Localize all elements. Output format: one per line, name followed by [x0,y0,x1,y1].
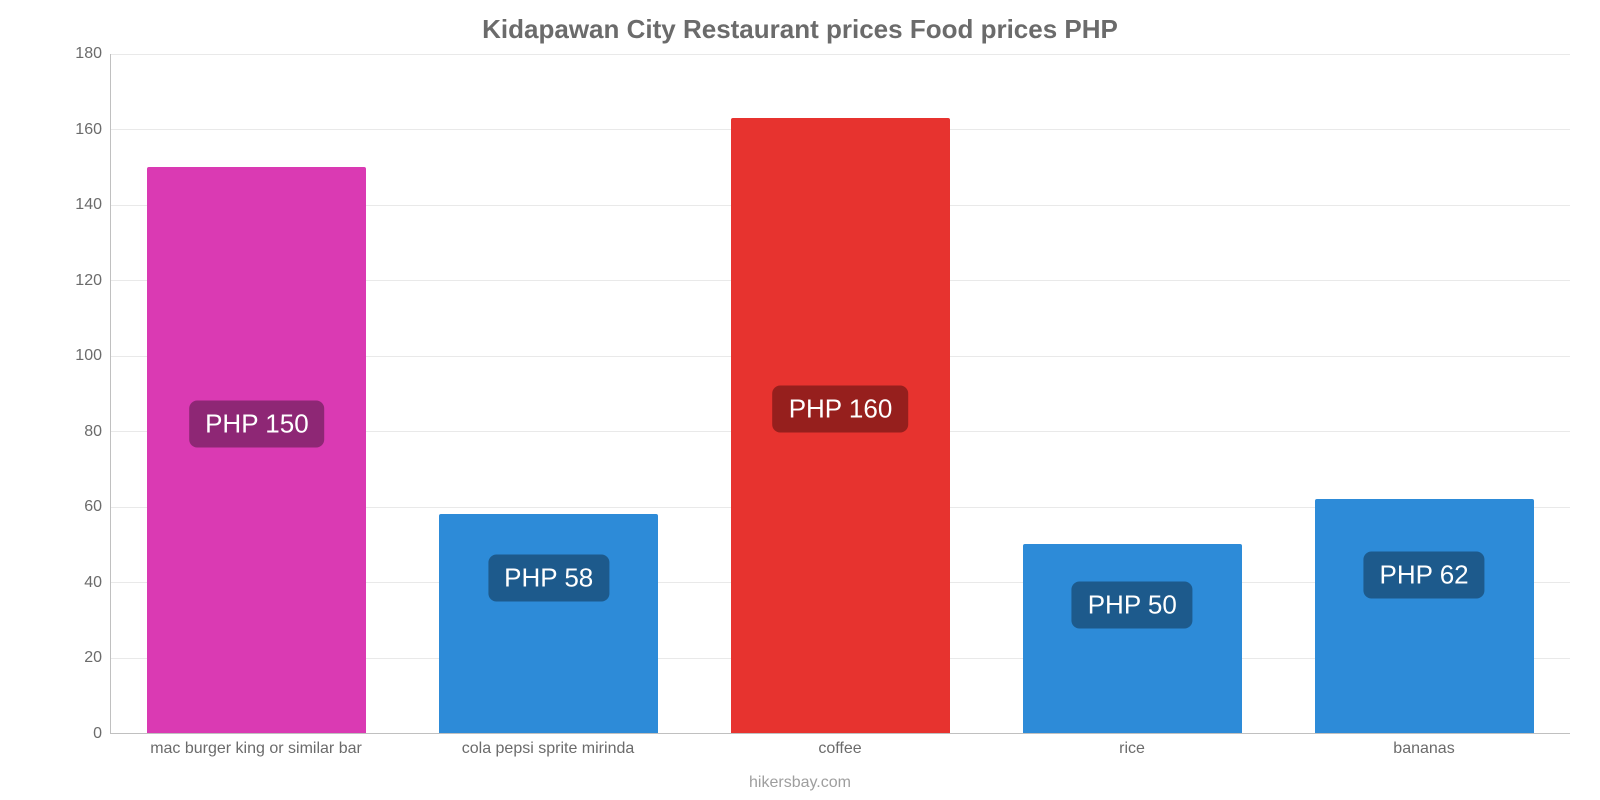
bars-container: PHP 150 PHP 58 PHP 160 PHP 50 PHP 62 [111,54,1570,733]
x-axis-label: mac burger king or similar bar [110,740,402,758]
y-tick-label: 140 [75,196,102,214]
y-tick-label: 60 [84,498,102,516]
y-axis: 020406080100120140160180 [70,54,110,734]
chart-title: Kidapawan City Restaurant prices Food pr… [0,0,1600,45]
value-badge: PHP 58 [488,555,609,602]
chart-credit: hikersbay.com [0,774,1600,792]
value-badge: PHP 160 [773,385,909,432]
bar-slot: PHP 58 [403,54,695,733]
x-axis-labels: mac burger king or similar barcola pepsi… [110,740,1570,758]
x-axis-label: cola pepsi sprite mirinda [402,740,694,758]
bar-slot: PHP 150 [111,54,403,733]
y-tick-label: 180 [75,45,102,63]
value-badge: PHP 62 [1364,551,1485,598]
value-badge: PHP 150 [189,400,325,447]
value-badge: PHP 50 [1072,581,1193,628]
x-axis-label: bananas [1278,740,1570,758]
y-tick-label: 120 [75,272,102,290]
y-tick-label: 100 [75,347,102,365]
y-tick-label: 80 [84,423,102,441]
y-tick-label: 20 [84,649,102,667]
bar-slot: PHP 62 [1278,54,1570,733]
chart-area: 020406080100120140160180 PHP 150PHP 58PH… [70,54,1570,734]
bar [1315,499,1534,733]
bar [147,167,366,733]
x-axis-label: coffee [694,740,986,758]
bar [439,514,658,733]
y-tick-label: 0 [93,725,102,743]
x-axis-label: rice [986,740,1278,758]
y-tick-label: 40 [84,574,102,592]
y-tick-label: 160 [75,121,102,139]
bar [1023,544,1242,733]
bar-slot: PHP 50 [986,54,1278,733]
plot-area: PHP 150 PHP 58 PHP 160 PHP 50 PHP 62 [110,54,1570,734]
bar-slot: PHP 160 [695,54,987,733]
